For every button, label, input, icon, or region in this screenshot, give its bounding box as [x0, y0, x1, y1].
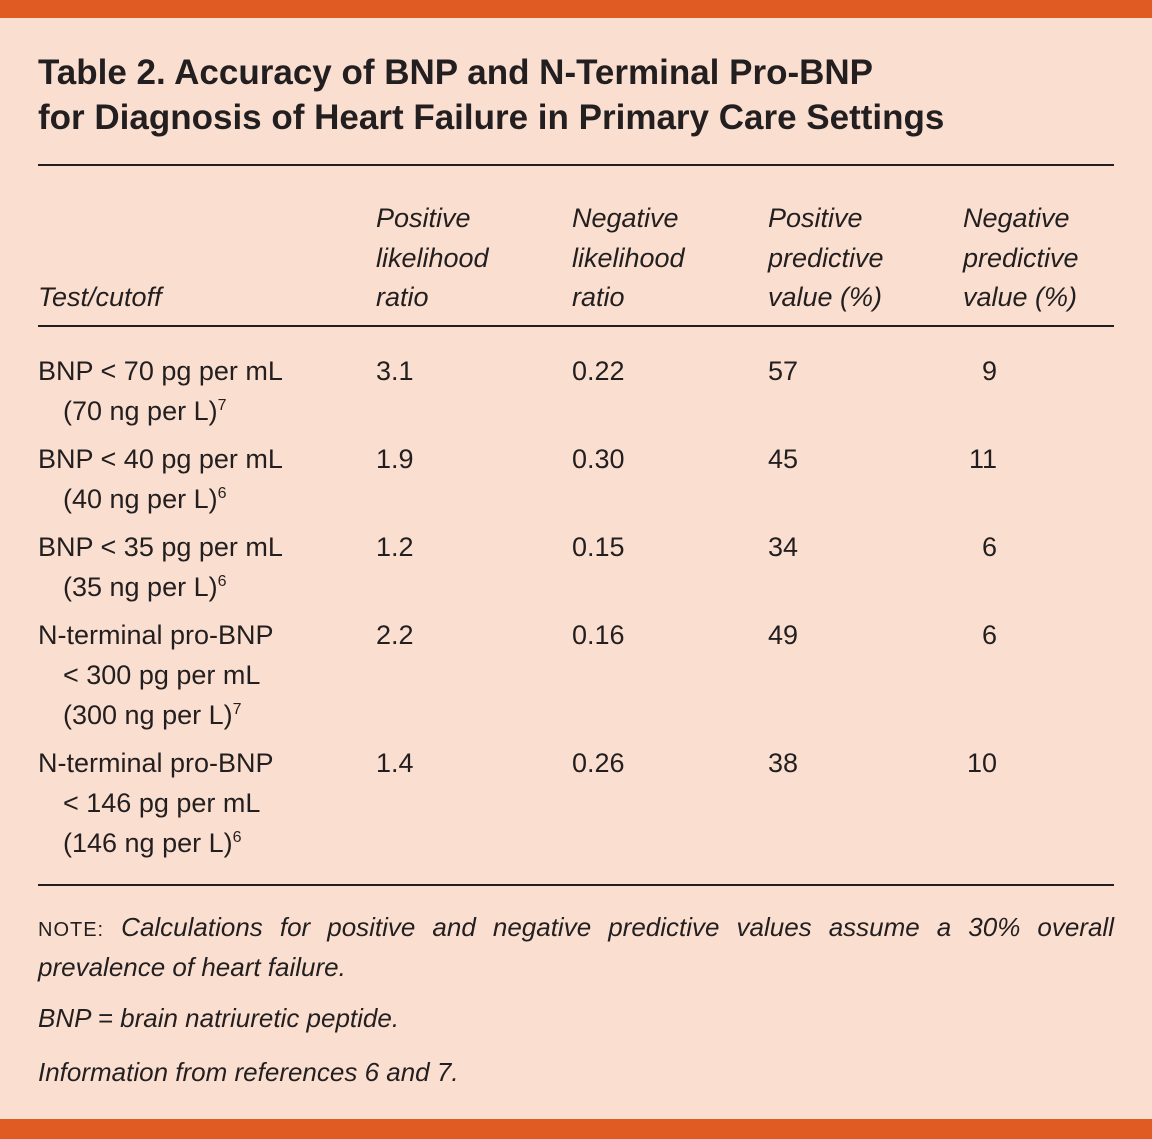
value-cell: 0.16 — [572, 620, 625, 650]
value-cell: 0.15 — [572, 532, 625, 562]
note-text: Calculations for positive and negative p… — [38, 912, 1114, 982]
test-text: BNP < 35 pg per mL — [38, 532, 283, 562]
column-header: Positive — [376, 203, 471, 233]
test-text: BNP < 40 pg per mL — [38, 444, 283, 474]
value-cell: 10 — [966, 748, 997, 778]
column-header: ratio — [376, 282, 429, 312]
column-header: predictive — [963, 242, 1079, 273]
test-text: BNP < 70 pg per mL — [38, 356, 283, 386]
value-cell: 38 — [768, 748, 799, 778]
value-cell: 6 — [981, 532, 997, 562]
top-bar — [0, 0, 1152, 18]
reference: 7 — [232, 701, 242, 718]
note-label: NOTE: — [38, 919, 105, 941]
test-cell: < 146 pg per mL — [63, 783, 260, 823]
column-header: Test/cutoff — [38, 282, 162, 312]
value-cell: 45 — [768, 444, 799, 474]
value-cell: 2.2 — [376, 620, 414, 650]
test-cell: BNP < 35 pg per mL — [38, 527, 283, 567]
value-cell: 9 — [981, 356, 997, 386]
value-cell: 11 — [968, 444, 997, 474]
test-text: (35 ng per L) — [63, 572, 218, 602]
test-text: < 300 pg per mL — [63, 660, 261, 690]
test-text: N-terminal pro-BNP — [38, 748, 274, 778]
column-header: Negative — [572, 203, 679, 233]
test-cell: N-terminal pro-BNP — [38, 743, 274, 783]
column-header: value (%) — [768, 282, 883, 312]
test-text: N-terminal pro-BNP — [38, 620, 274, 650]
rule — [38, 325, 1114, 327]
test-cell: (40 ng per L)6 — [63, 479, 227, 519]
reference: 7 — [217, 397, 227, 414]
test-cell: BNP < 70 pg per mL — [38, 351, 283, 391]
value-cell: 1.2 — [376, 532, 414, 562]
column-header: ratio — [572, 282, 625, 312]
reference: 6 — [217, 573, 227, 590]
value-cell: 0.26 — [572, 748, 625, 778]
column-header: value (%) — [963, 282, 1078, 312]
value-cell: 49 — [768, 620, 799, 650]
test-text: (40 ng per L) — [63, 484, 218, 514]
value-cell: 3.1 — [376, 356, 414, 386]
column-header: likelihood — [572, 242, 685, 273]
test-cell: (300 ng per L)7 — [63, 695, 242, 735]
test-cell: (35 ng per L)6 — [63, 567, 227, 607]
value-cell: 1.9 — [376, 444, 414, 474]
rule — [38, 884, 1114, 886]
column-header: Negative — [963, 203, 1070, 233]
note: NOTE: Calculations for positive and nega… — [38, 909, 1114, 986]
source: Information from references 6 and 7. — [38, 1057, 459, 1087]
test-text: (70 ng per L) — [63, 396, 218, 426]
value-cell: 0.22 — [572, 356, 625, 386]
test-cell: (70 ng per L)7 — [63, 391, 227, 431]
test-cell: (146 ng per L)6 — [63, 823, 242, 863]
test-text: (300 ng per L) — [63, 700, 233, 730]
reference: 6 — [232, 829, 242, 846]
column-header: likelihood — [376, 242, 489, 273]
value-cell: 6 — [981, 620, 997, 650]
rule — [38, 164, 1114, 166]
reference: 6 — [217, 485, 227, 502]
value-cell: 57 — [768, 356, 799, 386]
test-cell: BNP < 40 pg per mL — [38, 439, 283, 479]
value-cell: 0.30 — [572, 444, 625, 474]
title-line: for Diagnosis of Heart Failure in Primar… — [38, 98, 945, 137]
value-cell: 34 — [768, 532, 799, 562]
column-header: predictive — [768, 242, 884, 273]
test-text: < 146 pg per mL — [63, 788, 261, 818]
value-cell: 1.4 — [376, 748, 414, 778]
test-text: (146 ng per L) — [63, 828, 233, 858]
abbreviation: BNP = brain natriuretic peptide. — [38, 1003, 400, 1033]
test-cell: N-terminal pro-BNP — [38, 615, 274, 655]
title-line: Table 2. Accuracy of BNP and N-Terminal … — [38, 53, 874, 92]
bottom-bar — [0, 1119, 1152, 1139]
test-cell: < 300 pg per mL — [63, 655, 260, 695]
column-header: Positive — [768, 203, 863, 233]
